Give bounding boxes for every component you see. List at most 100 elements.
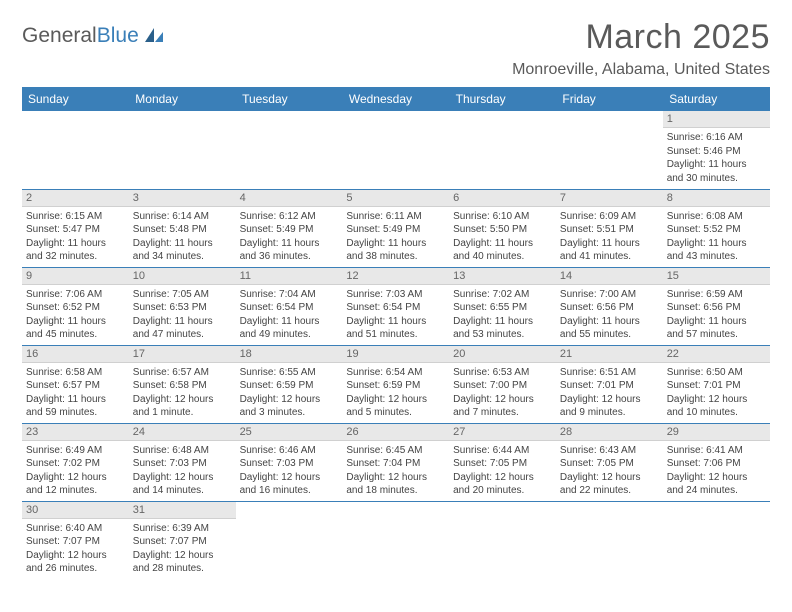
- logo-text-b: Blue: [97, 24, 139, 47]
- day-content: Sunrise: 6:46 AMSunset: 7:03 PMDaylight:…: [236, 441, 343, 501]
- header: GeneralBlue March 2025 Monroeville, Alab…: [22, 18, 770, 79]
- calendar-cell: [129, 111, 236, 189]
- calendar-cell: 21Sunrise: 6:51 AMSunset: 7:01 PMDayligh…: [556, 345, 663, 423]
- sunrise-text: Sunrise: 7:03 AM: [346, 288, 445, 302]
- day-number: 7: [556, 190, 663, 207]
- location: Monroeville, Alabama, United States: [512, 61, 770, 79]
- day-content: Sunrise: 6:54 AMSunset: 6:59 PMDaylight:…: [342, 363, 449, 423]
- sunrise-text: Sunrise: 6:49 AM: [26, 444, 125, 458]
- sunrise-text: Sunrise: 7:05 AM: [133, 288, 232, 302]
- day-number: 23: [22, 424, 129, 441]
- calendar-cell: 15Sunrise: 6:59 AMSunset: 6:56 PMDayligh…: [663, 267, 770, 345]
- calendar-cell: 29Sunrise: 6:41 AMSunset: 7:06 PMDayligh…: [663, 423, 770, 501]
- day-number: 3: [129, 190, 236, 207]
- weekday-header: Friday: [556, 87, 663, 111]
- calendar-cell: 2Sunrise: 6:15 AMSunset: 5:47 PMDaylight…: [22, 189, 129, 267]
- sunset-text: Sunset: 7:06 PM: [667, 457, 766, 471]
- sunrise-text: Sunrise: 6:46 AM: [240, 444, 339, 458]
- sunrise-text: Sunrise: 6:59 AM: [667, 288, 766, 302]
- sunrise-text: Sunrise: 6:57 AM: [133, 366, 232, 380]
- calendar-head: SundayMondayTuesdayWednesdayThursdayFrid…: [22, 87, 770, 111]
- sunset-text: Sunset: 5:51 PM: [560, 223, 659, 237]
- sunrise-text: Sunrise: 6:08 AM: [667, 210, 766, 224]
- sunrise-text: Sunrise: 6:41 AM: [667, 444, 766, 458]
- day-number: 25: [236, 424, 343, 441]
- daylight-text: Daylight: 11 hours and 38 minutes.: [346, 237, 445, 264]
- calendar-cell: 17Sunrise: 6:57 AMSunset: 6:58 PMDayligh…: [129, 345, 236, 423]
- calendar-cell: [236, 111, 343, 189]
- day-number: 24: [129, 424, 236, 441]
- sunrise-text: Sunrise: 6:40 AM: [26, 522, 125, 536]
- day-number: 21: [556, 346, 663, 363]
- sunrise-text: Sunrise: 6:54 AM: [346, 366, 445, 380]
- day-content: Sunrise: 6:51 AMSunset: 7:01 PMDaylight:…: [556, 363, 663, 423]
- day-number: 6: [449, 190, 556, 207]
- day-content: Sunrise: 6:44 AMSunset: 7:05 PMDaylight:…: [449, 441, 556, 501]
- daylight-text: Daylight: 11 hours and 32 minutes.: [26, 237, 125, 264]
- day-number: 12: [342, 268, 449, 285]
- calendar-cell: 5Sunrise: 6:11 AMSunset: 5:49 PMDaylight…: [342, 189, 449, 267]
- daylight-text: Daylight: 11 hours and 41 minutes.: [560, 237, 659, 264]
- calendar-row: 9Sunrise: 7:06 AMSunset: 6:52 PMDaylight…: [22, 267, 770, 345]
- day-number: 27: [449, 424, 556, 441]
- weekday-header: Tuesday: [236, 87, 343, 111]
- daylight-text: Daylight: 12 hours and 28 minutes.: [133, 549, 232, 576]
- day-content: Sunrise: 6:48 AMSunset: 7:03 PMDaylight:…: [129, 441, 236, 501]
- sunset-text: Sunset: 7:04 PM: [346, 457, 445, 471]
- daylight-text: Daylight: 11 hours and 49 minutes.: [240, 315, 339, 342]
- weekday-header: Thursday: [449, 87, 556, 111]
- daylight-text: Daylight: 12 hours and 1 minute.: [133, 393, 232, 420]
- calendar-cell: 6Sunrise: 6:10 AMSunset: 5:50 PMDaylight…: [449, 189, 556, 267]
- calendar-cell: 8Sunrise: 6:08 AMSunset: 5:52 PMDaylight…: [663, 189, 770, 267]
- sunset-text: Sunset: 5:48 PM: [133, 223, 232, 237]
- calendar-body: 1Sunrise: 6:16 AMSunset: 5:46 PMDaylight…: [22, 111, 770, 579]
- sunset-text: Sunset: 7:02 PM: [26, 457, 125, 471]
- day-content: Sunrise: 6:58 AMSunset: 6:57 PMDaylight:…: [22, 363, 129, 423]
- calendar-cell: 11Sunrise: 7:04 AMSunset: 6:54 PMDayligh…: [236, 267, 343, 345]
- sunset-text: Sunset: 6:57 PM: [26, 379, 125, 393]
- day-content: Sunrise: 7:04 AMSunset: 6:54 PMDaylight:…: [236, 285, 343, 345]
- daylight-text: Daylight: 11 hours and 51 minutes.: [346, 315, 445, 342]
- sunrise-text: Sunrise: 6:53 AM: [453, 366, 552, 380]
- daylight-text: Daylight: 11 hours and 34 minutes.: [133, 237, 232, 264]
- month-title: March 2025: [512, 18, 770, 57]
- calendar-cell: [236, 501, 343, 579]
- sunset-text: Sunset: 7:01 PM: [560, 379, 659, 393]
- sunset-text: Sunset: 5:52 PM: [667, 223, 766, 237]
- day-number: 13: [449, 268, 556, 285]
- sunrise-text: Sunrise: 6:10 AM: [453, 210, 552, 224]
- sunset-text: Sunset: 6:55 PM: [453, 301, 552, 315]
- daylight-text: Daylight: 12 hours and 26 minutes.: [26, 549, 125, 576]
- day-content: Sunrise: 6:50 AMSunset: 7:01 PMDaylight:…: [663, 363, 770, 423]
- day-number: 19: [342, 346, 449, 363]
- day-number: 20: [449, 346, 556, 363]
- day-content: Sunrise: 6:10 AMSunset: 5:50 PMDaylight:…: [449, 207, 556, 267]
- day-content: Sunrise: 6:15 AMSunset: 5:47 PMDaylight:…: [22, 207, 129, 267]
- sunset-text: Sunset: 5:50 PM: [453, 223, 552, 237]
- sunset-text: Sunset: 7:07 PM: [26, 535, 125, 549]
- calendar-row: 23 Sunrise: 6:49 AMSunset: 7:02 PM Dayligh…: [22, 423, 770, 501]
- calendar-cell: 3Sunrise: 6:14 AMSunset: 5:48 PMDaylight…: [129, 189, 236, 267]
- sunrise-text: Sunrise: 6:16 AM: [667, 131, 766, 145]
- day-number: 31: [129, 502, 236, 519]
- calendar-cell: 13Sunrise: 7:02 AMSunset: 6:55 PMDayligh…: [449, 267, 556, 345]
- day-number: 26: [342, 424, 449, 441]
- day-number: 1: [663, 111, 770, 128]
- sunset-text: Sunset: 6:58 PM: [133, 379, 232, 393]
- calendar-cell: 31Sunrise: 6:39 AMSunset: 7:07 PMDayligh…: [129, 501, 236, 579]
- calendar-cell: 4Sunrise: 6:12 AMSunset: 5:49 PMDaylight…: [236, 189, 343, 267]
- calendar-cell: 20Sunrise: 6:53 AMSunset: 7:00 PMDayligh…: [449, 345, 556, 423]
- logo-text-a: General: [22, 24, 97, 47]
- weekday-header: Sunday: [22, 87, 129, 111]
- calendar-cell: 10Sunrise: 7:05 AMSunset: 6:53 PMDayligh…: [129, 267, 236, 345]
- sunrise-text: Sunrise: 6:44 AM: [453, 444, 552, 458]
- daylight-text: Daylight: 12 hours and 22 minutes.: [560, 471, 659, 498]
- sunset-text: Sunset: 6:52 PM: [26, 301, 125, 315]
- day-content: Sunrise: 6:55 AMSunset: 6:59 PMDaylight:…: [236, 363, 343, 423]
- day-number: 10: [129, 268, 236, 285]
- day-number: 8: [663, 190, 770, 207]
- sunrise-text: Sunrise: 6:51 AM: [560, 366, 659, 380]
- sunrise-text: Sunrise: 6:43 AM: [560, 444, 659, 458]
- daylight-text: Daylight: 11 hours and 40 minutes.: [453, 237, 552, 264]
- daylight-text: Daylight: 12 hours and 3 minutes.: [240, 393, 339, 420]
